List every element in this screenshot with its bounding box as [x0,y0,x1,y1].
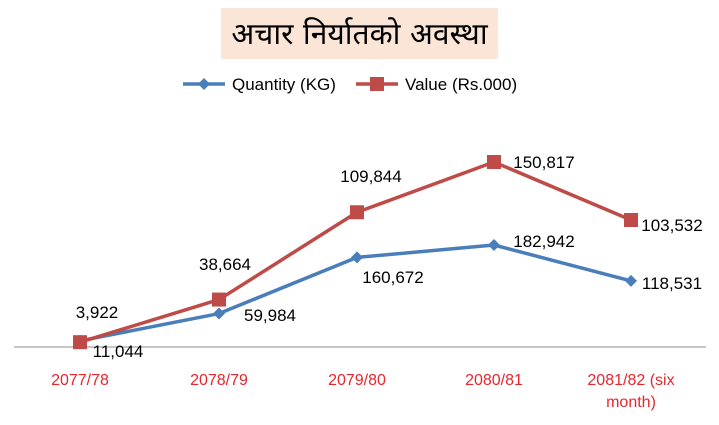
data-point [213,307,225,320]
category-label: 2081/82 (six month) [587,372,674,411]
data-point [212,292,226,307]
data-label: 103,532 [641,216,702,235]
category-label: 2078/79 [190,372,248,389]
legend-label: Value (Rs.000) [405,75,517,94]
data-point [73,335,87,350]
data-label: 118,531 [642,274,702,293]
category-labels: 2077/78 2078/79 2079/80 2080/81 2081/82 (six… [51,372,675,411]
data-point [351,251,363,264]
data-point [624,213,638,228]
category-label: 2080/81 [465,372,523,389]
data-labels: 11,044 59,984 160,672 182,942 118,531 3,922 38… [76,153,703,361]
data-label: 150,817 [513,153,574,172]
data-label: 59,984 [244,306,296,325]
chart-title: अचार निर्यातको अवस्था [221,8,498,59]
series-line-value [79,160,632,344]
data-point [488,239,500,251]
data-point [350,205,364,220]
data-point [625,274,637,287]
category-label: 2079/80 [328,372,386,389]
legend-label: Quantity (KG) [232,75,336,94]
series-markers [73,155,638,350]
legend-marker [198,78,210,90]
data-label: 160,672 [362,268,423,287]
legend: Quantity (KG) Value (Rs.000) [183,75,517,94]
data-label: 109,844 [340,167,401,186]
legend-marker [370,77,384,91]
series-lines [79,160,632,344]
data-label: 38,664 [199,255,251,274]
data-label: 11,044 [93,342,144,361]
data-label: 182,942 [513,232,574,251]
data-label: 3,922 [76,303,119,322]
data-point [487,155,501,169]
category-label: 2077/78 [51,372,109,389]
chart-title-wrap: अचार निर्यातको अवस्था [0,8,719,59]
